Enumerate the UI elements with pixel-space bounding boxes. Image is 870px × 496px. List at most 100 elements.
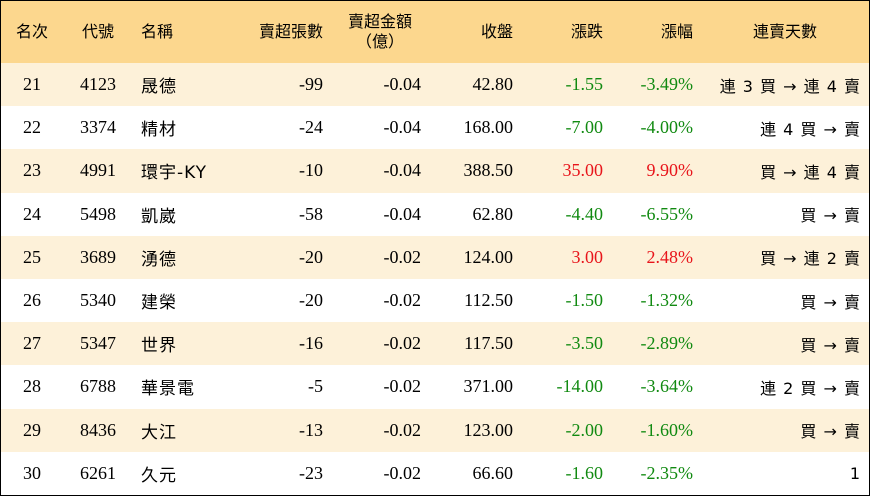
cell-name: 湧德 [141, 249, 177, 270]
cell-code: 3689 [80, 246, 116, 267]
header-net-amount-line2: （億） [355, 32, 404, 51]
table-row: 29 8436 大江 -13 -0.02 123.00 -2.00 -1.60%… [1, 408, 869, 452]
cell-name: 晟德 [141, 77, 177, 98]
cell-net-amount: -0.02 [383, 333, 422, 354]
cell-streak: 連 3 買 → 連 4 賣 [719, 76, 861, 96]
cell-change: -1.60 [565, 462, 604, 483]
cell-streak: 連 4 買 → 賣 [760, 119, 861, 139]
cell-rank: 24 [23, 203, 41, 224]
cell-net-amount: -0.04 [383, 203, 422, 224]
cell-net-lots: -99 [299, 74, 323, 95]
cell-change-pct: -3.49% [640, 74, 694, 95]
cell-close: 112.50 [464, 290, 513, 311]
cell-net-lots: -13 [299, 419, 323, 440]
cell-close: 123.00 [463, 419, 514, 440]
cell-streak: 買 → 賣 [800, 335, 861, 355]
cell-net-lots: -23 [299, 462, 323, 483]
cell-net-lots: -5 [308, 376, 323, 397]
cell-code: 5347 [80, 333, 116, 354]
cell-code: 5340 [80, 290, 116, 311]
cell-streak: 買 → 賣 [800, 422, 861, 442]
cell-rank: 22 [23, 117, 41, 138]
cell-name: 環宇-KY [141, 163, 208, 184]
cell-rank: 30 [23, 462, 41, 483]
cell-net-amount: -0.02 [383, 419, 422, 440]
cell-streak: 買 → 連 2 賣 [760, 249, 861, 269]
cell-name: 大江 [141, 422, 177, 443]
cell-change-pct: -4.00% [640, 117, 694, 138]
cell-net-amount: -0.02 [383, 290, 422, 311]
cell-change-pct: -2.89% [640, 333, 694, 354]
cell-net-lots: -24 [299, 117, 323, 138]
table-row: 28 6788 華景電 -5 -0.02 371.00 -14.00 -3.64… [1, 365, 869, 409]
cell-change: -14.00 [556, 376, 604, 397]
cell-code: 3374 [80, 117, 116, 138]
cell-net-lots: -58 [299, 203, 323, 224]
header-name: 名稱 [141, 22, 174, 41]
table-row: 27 5347 世界 -16 -0.02 117.50 -3.50 -2.89%… [1, 322, 869, 366]
cell-change-pct: 9.90% [646, 160, 694, 181]
cell-code: 4991 [80, 160, 116, 181]
cell-change: -1.50 [565, 290, 604, 311]
cell-net-amount: -0.02 [383, 462, 422, 483]
header-close: 收盤 [480, 22, 513, 41]
cell-close: 168.00 [463, 117, 514, 138]
table-row: 22 3374 精材 -24 -0.04 168.00 -7.00 -4.00%… [1, 106, 869, 150]
cell-name: 建榮 [141, 293, 177, 314]
cell-rank: 26 [23, 290, 41, 311]
cell-streak: 1 [849, 463, 861, 483]
cell-close: 124.00 [463, 246, 514, 267]
cell-net-amount: -0.02 [383, 246, 422, 267]
table-row: 30 6261 久元 -23 -0.02 66.60 -1.60 -2.35% … [1, 451, 869, 495]
cell-net-lots: -20 [299, 290, 323, 311]
cell-close: 42.80 [472, 74, 514, 95]
cell-change-pct: -6.55% [640, 203, 694, 224]
cell-name: 凱崴 [141, 206, 177, 227]
cell-change-pct: -1.60% [640, 419, 694, 440]
cell-code: 5498 [80, 203, 116, 224]
cell-change-pct: -2.35% [640, 462, 694, 483]
cell-change: -1.55 [565, 74, 604, 95]
cell-change-pct: 2.48% [646, 246, 694, 267]
header-net-lots: 賣超張數 [258, 22, 323, 41]
cell-net-amount: -0.04 [383, 160, 422, 181]
cell-streak: 買 → 賣 [800, 206, 861, 226]
cell-close: 371.00 [463, 376, 514, 397]
table-row: 26 5340 建榮 -20 -0.02 112.50 -1.50 -1.32%… [1, 278, 869, 323]
header-rank: 名次 [15, 22, 48, 41]
table-row: 24 5498 凱崴 -58 -0.04 62.80 -4.40 -6.55% … [1, 192, 869, 236]
cell-name: 精材 [141, 120, 177, 141]
header-net-amount: 賣超金額 （億） [331, 1, 429, 63]
header-change: 漲跌 [570, 22, 603, 41]
cell-close: 388.50 [463, 160, 514, 181]
cell-rank: 21 [23, 74, 41, 95]
cell-change-pct: -3.64% [640, 376, 694, 397]
cell-change: -3.50 [565, 333, 604, 354]
table-row: 25 3689 湧德 -20 -0.02 124.00 3.00 2.48% 買… [1, 235, 869, 279]
cell-streak: 買 → 賣 [800, 292, 861, 312]
cell-net-amount: -0.02 [383, 376, 422, 397]
cell-rank: 28 [23, 376, 41, 397]
header-code: 代號 [81, 22, 114, 41]
cell-change-pct: -1.32% [640, 290, 694, 311]
cell-change: 35.00 [562, 160, 604, 181]
table-row: 23 4991 環宇-KY -10 -0.04 388.50 35.00 9.9… [1, 149, 869, 193]
cell-rank: 27 [23, 333, 41, 354]
cell-name: 世界 [141, 336, 177, 357]
cell-net-lots: -16 [299, 333, 323, 354]
cell-change: -2.00 [565, 419, 604, 440]
cell-change: -7.00 [565, 117, 604, 138]
cell-code: 8436 [80, 419, 116, 440]
cell-close: 117.50 [464, 333, 513, 354]
header-change-pct: 漲幅 [660, 22, 693, 41]
cell-rank: 23 [23, 160, 41, 181]
table-row: 21 4123 晟德 -99 -0.04 42.80 -1.55 -3.49% … [1, 63, 869, 107]
cell-close: 62.80 [472, 203, 514, 224]
header-streak: 連賣天數 [752, 22, 817, 41]
cell-code: 4123 [80, 74, 116, 95]
cell-change: 3.00 [571, 246, 604, 267]
cell-net-lots: -20 [299, 246, 323, 267]
table-header-row: 名次 代號 名稱 賣超張數 賣超金額 （億） 收盤 漲跌 漲幅 連賣天數 [1, 1, 869, 63]
